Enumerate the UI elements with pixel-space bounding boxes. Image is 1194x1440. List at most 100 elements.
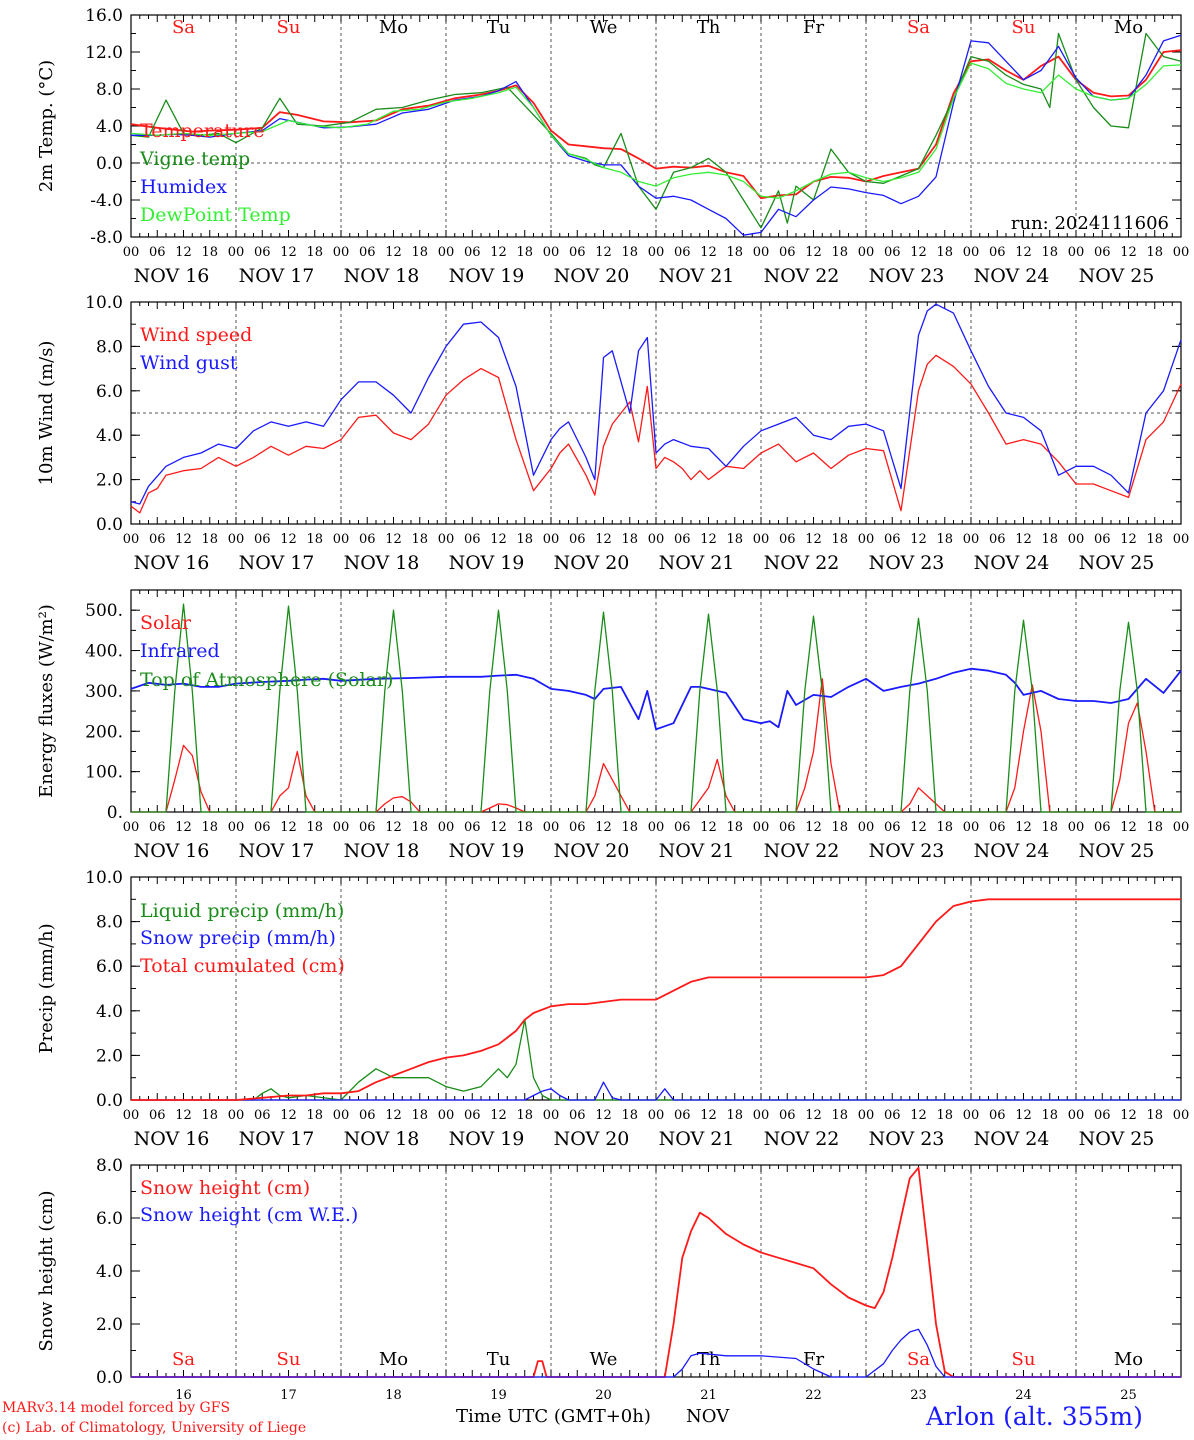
hour-tick-label: 12 bbox=[175, 245, 192, 260]
hour-tick-label: 00 bbox=[1068, 1108, 1085, 1123]
panel-4: 10.0 8.0 6.0 4.0 2.0 0.0 Precip (mm/h) 00 06 12 18… bbox=[36, 868, 1189, 1150]
legend-entry: Snow height (cm) bbox=[140, 1177, 310, 1199]
hour-tick-label: 06 bbox=[779, 245, 796, 260]
date-label: NOV 23 bbox=[869, 265, 945, 287]
hour-tick-label: 00 bbox=[333, 532, 350, 547]
hour-tick-label: 00 bbox=[1173, 245, 1190, 260]
hour-tick-label: 18 bbox=[831, 820, 848, 835]
hour-tick-label: 18 bbox=[726, 532, 743, 547]
hour-tick-label: 12 bbox=[280, 820, 297, 835]
hour-tick-label: 18 bbox=[201, 245, 218, 260]
hour-tick-label: 18 bbox=[1041, 245, 1058, 260]
y-axis-label: 10m Wind (m/s) bbox=[36, 341, 57, 486]
day-name: Fr bbox=[803, 17, 824, 38]
hour-tick-label: 06 bbox=[884, 820, 901, 835]
y-tick-label: -8.0 bbox=[90, 228, 123, 248]
hour-tick-label: 18 bbox=[516, 1108, 533, 1123]
hour-tick-label: 00 bbox=[858, 820, 875, 835]
y-axis-label: 2m Temp. (°C) bbox=[36, 60, 57, 192]
panel-5: 8.0 6.0 4.0 2.0 0.0 Snow height (cm) Sa Su Mo Tu W… bbox=[36, 1156, 1182, 1403]
y-tick-label: 6.0 bbox=[96, 1209, 123, 1229]
hour-tick-label: 06 bbox=[989, 1108, 1006, 1123]
y-tick-label: 10.0 bbox=[85, 293, 123, 313]
hour-tick-label: 06 bbox=[989, 532, 1006, 547]
hour-tick-label: 12 bbox=[280, 532, 297, 547]
date-label: NOV 20 bbox=[554, 552, 630, 574]
run-label: run: 2024111606 bbox=[1011, 213, 1169, 234]
hour-tick-label: 00 bbox=[543, 532, 560, 547]
hour-tick-label: 06 bbox=[359, 820, 376, 835]
y-tick-label: 2.0 bbox=[96, 471, 123, 491]
series-line bbox=[130, 354, 1182, 514]
y-tick-label: 6.0 bbox=[96, 957, 123, 977]
hour-tick-label: 06 bbox=[254, 1108, 271, 1123]
hour-tick-label: 18 bbox=[1041, 820, 1058, 835]
hour-tick-label: 18 bbox=[516, 532, 533, 547]
hour-tick-label: 06 bbox=[569, 245, 586, 260]
hour-tick-label: 18 bbox=[621, 1108, 638, 1123]
date-label: NOV 19 bbox=[449, 1128, 525, 1150]
series-line bbox=[130, 303, 1182, 505]
legend-entry: Temperature bbox=[140, 120, 264, 142]
hour-tick-label: 12 bbox=[1015, 820, 1032, 835]
hour-tick-label: 06 bbox=[884, 245, 901, 260]
hour-tick-label: 06 bbox=[359, 532, 376, 547]
day-number-label: 22 bbox=[805, 1388, 822, 1403]
day-name: Su bbox=[1012, 17, 1036, 38]
hour-tick-label: 00 bbox=[1173, 532, 1190, 547]
day-name: Su bbox=[277, 1349, 301, 1370]
station-label: Arlon (alt. 355m) bbox=[926, 1402, 1143, 1431]
y-tick-label: 8.0 bbox=[96, 913, 123, 933]
panel-1: 16.0 12.0 8.0 4.0 0.0 -4.0 -8.0 2m Temp. (°C) 00… bbox=[36, 6, 1189, 287]
day-number-label: 16 bbox=[175, 1388, 192, 1403]
date-label: NOV 22 bbox=[764, 552, 840, 574]
day-name: Mo bbox=[1114, 1349, 1143, 1370]
lab-credit: (c) Lab. of Climatology, University of L… bbox=[2, 1420, 307, 1436]
day-number-label: 17 bbox=[280, 1388, 297, 1403]
hour-tick-label: 12 bbox=[700, 245, 717, 260]
y-tick-label: 2.0 bbox=[96, 1046, 123, 1066]
hour-tick-label: 12 bbox=[385, 1108, 402, 1123]
date-label: NOV 18 bbox=[344, 840, 420, 862]
date-label: NOV 24 bbox=[974, 265, 1050, 287]
date-label: NOV 21 bbox=[659, 1128, 735, 1150]
date-label: NOV 18 bbox=[344, 265, 420, 287]
date-label: NOV 20 bbox=[554, 265, 630, 287]
hour-tick-label: 12 bbox=[805, 532, 822, 547]
hour-tick-label: 06 bbox=[1094, 820, 1111, 835]
day-name: Sa bbox=[907, 17, 930, 38]
y-tick-label: 2.0 bbox=[96, 1315, 123, 1335]
hour-tick-label: 06 bbox=[254, 820, 271, 835]
hour-tick-label: 00 bbox=[648, 1108, 665, 1123]
hour-tick-label: 00 bbox=[438, 1108, 455, 1123]
hour-tick-label: 06 bbox=[149, 245, 166, 260]
date-label: NOV 20 bbox=[554, 1128, 630, 1150]
date-label: NOV 23 bbox=[869, 840, 945, 862]
hour-tick-label: 18 bbox=[201, 820, 218, 835]
series-line bbox=[131, 1081, 1181, 1101]
hour-tick-label: 18 bbox=[1146, 245, 1163, 260]
hour-tick-label: 00 bbox=[438, 245, 455, 260]
hour-tick-label: 18 bbox=[936, 820, 953, 835]
series-line bbox=[131, 1328, 1181, 1378]
day-name: We bbox=[590, 1349, 618, 1370]
hour-tick-label: 00 bbox=[963, 1108, 980, 1123]
date-label: NOV 25 bbox=[1079, 840, 1155, 862]
y-tick-label: 6.0 bbox=[96, 382, 123, 402]
hour-tick-label: 18 bbox=[1146, 820, 1163, 835]
hour-tick-label: 18 bbox=[831, 245, 848, 260]
hour-tick-label: 18 bbox=[201, 532, 218, 547]
hour-tick-label: 06 bbox=[149, 820, 166, 835]
hour-tick-label: 00 bbox=[963, 245, 980, 260]
date-label: NOV 19 bbox=[449, 840, 525, 862]
hour-tick-label: 18 bbox=[411, 820, 428, 835]
hour-tick-label: 00 bbox=[333, 820, 350, 835]
hour-tick-label: 00 bbox=[858, 532, 875, 547]
y-tick-label: 500. bbox=[85, 601, 123, 621]
hour-tick-label: 12 bbox=[1015, 245, 1032, 260]
hour-tick-label: 06 bbox=[464, 820, 481, 835]
legend-entry: Infrared bbox=[140, 640, 220, 662]
y-tick-label: 4.0 bbox=[96, 426, 123, 446]
hour-tick-label: 12 bbox=[910, 532, 927, 547]
y-tick-label: 400. bbox=[85, 642, 123, 662]
